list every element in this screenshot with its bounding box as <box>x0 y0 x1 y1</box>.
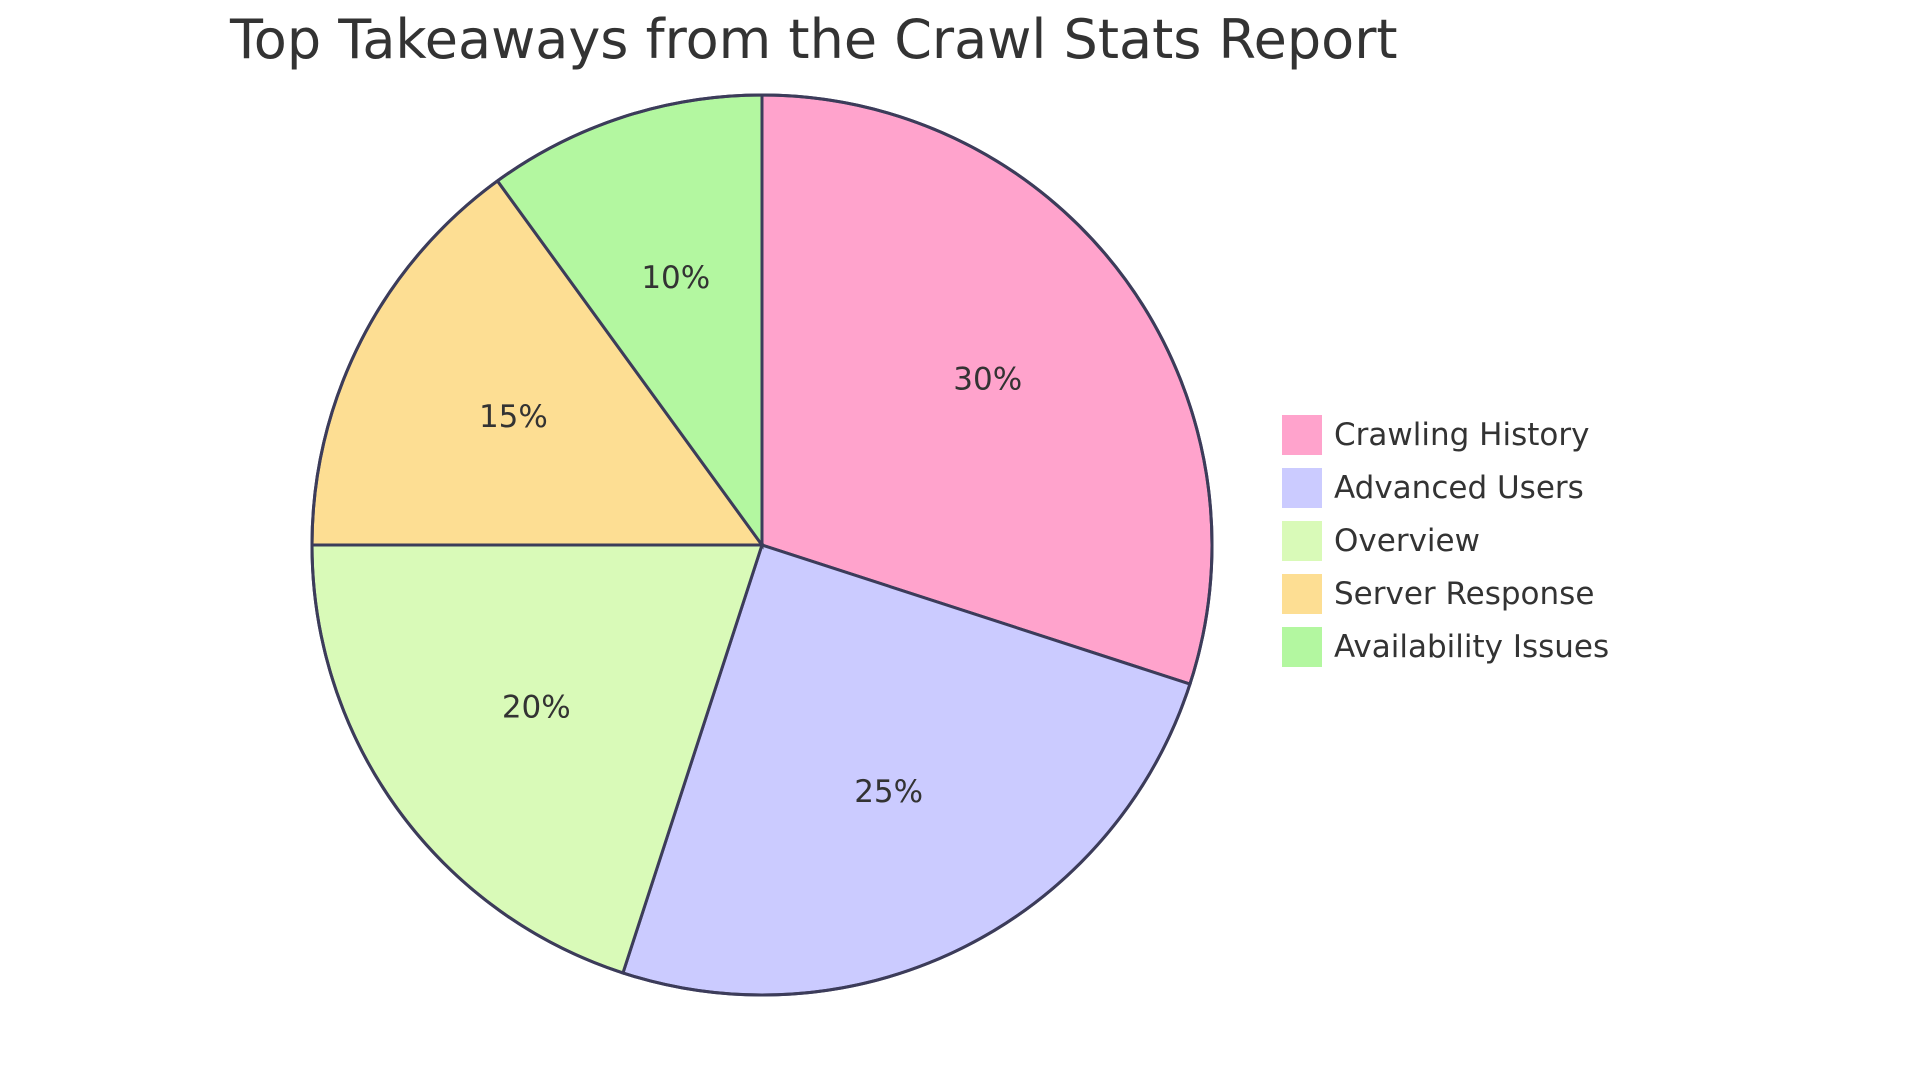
legend-label: Overview <box>1334 522 1480 559</box>
legend-label: Advanced Users <box>1334 469 1584 506</box>
legend-swatch <box>1280 412 1324 457</box>
legend-label: Server Response <box>1334 575 1595 612</box>
legend-swatch <box>1280 571 1324 616</box>
legend-label: Availability Issues <box>1334 628 1610 665</box>
legend-swatch <box>1280 624 1324 669</box>
pie-slices <box>310 93 1214 997</box>
legend-swatch <box>1280 465 1324 510</box>
slice-value-label: 10% <box>641 260 710 296</box>
legend: Crawling History Advanced Users Overview Se… <box>1280 408 1609 673</box>
slice-labels: 30% 25% 20% 15% 10% <box>479 260 1022 810</box>
slice-value-label: 30% <box>953 362 1022 398</box>
slice-value-label: 25% <box>854 774 923 810</box>
slice-value-label: 20% <box>502 689 571 725</box>
slice-value-label: 15% <box>479 399 548 435</box>
legend-label: Crawling History <box>1334 416 1590 453</box>
legend-item: Server Response <box>1280 567 1609 620</box>
legend-item: Availability Issues <box>1280 620 1609 673</box>
pie-outline <box>310 93 1214 997</box>
legend-item: Advanced Users <box>1280 461 1609 514</box>
legend-swatch <box>1280 518 1324 563</box>
legend-item: Crawling History <box>1280 408 1609 461</box>
chart-title: Top Takeaways from the Crawl Stats Repor… <box>230 8 1398 71</box>
legend-item: Overview <box>1280 514 1609 567</box>
